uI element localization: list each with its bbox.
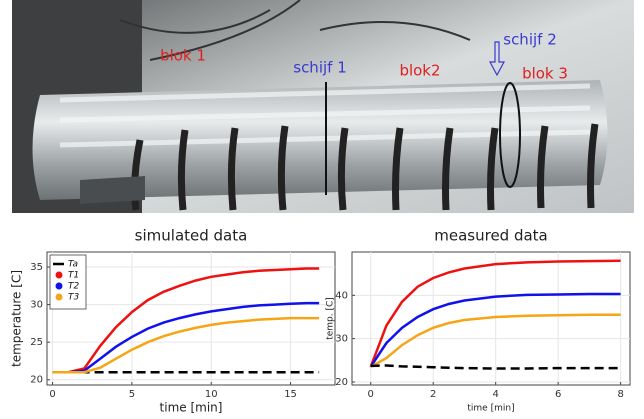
chart-title: simulated data (135, 227, 248, 245)
legend-label: Ta (68, 260, 78, 270)
bracket (80, 176, 145, 204)
x-tick-label: 2 (430, 389, 436, 400)
series-line (52, 267, 320, 374)
legend-label: T1 (68, 271, 79, 281)
wires (119, 0, 471, 61)
disc-2 (499, 82, 521, 188)
y-axis-label: temperature [C] (10, 270, 24, 367)
series-line (52, 316, 320, 374)
y-tick-label: 30 (335, 334, 348, 345)
y-tick-label: 40 (335, 290, 348, 301)
x-axis-label: time [min] (160, 401, 223, 415)
x-tick-label: 5 (129, 389, 135, 400)
legend-swatch (55, 282, 63, 290)
x-axis-label: time [min] (467, 404, 514, 414)
photo-label: schijf 2 (503, 31, 557, 49)
series-line (52, 301, 320, 374)
series-line (369, 259, 621, 368)
photo-label: blok 1 (160, 47, 206, 65)
y-tick-label: 35 (30, 262, 43, 273)
x-tick-label: 10 (205, 389, 218, 400)
x-tick-label: 0 (368, 389, 374, 400)
legend-swatch (55, 271, 63, 279)
y-tick-label: 20 (30, 375, 43, 386)
x-tick-label: 8 (617, 389, 623, 400)
photo-label: schijf 1 (293, 59, 347, 77)
y-tick-label: 20 (335, 377, 348, 388)
x-tick-label: 4 (492, 389, 498, 400)
y-axis-label: temp. [C] (326, 297, 336, 340)
arrow (488, 41, 506, 77)
chart-title: measured data (434, 227, 548, 245)
x-tick-label: 15 (284, 389, 297, 400)
legend-label: T3 (68, 293, 79, 303)
x-tick-label: 6 (555, 389, 561, 400)
legend-swatch (55, 293, 63, 301)
series-line (369, 292, 621, 368)
series-line (370, 313, 621, 368)
photo (12, 0, 634, 213)
y-tick-label: 30 (30, 300, 43, 311)
photo-label: blok 3 (522, 65, 568, 83)
series-line (370, 364, 621, 370)
x-tick-label: 0 (49, 389, 55, 400)
legend-label: T2 (68, 282, 79, 292)
photo-label: blok2 (399, 62, 440, 80)
y-tick-label: 25 (30, 337, 43, 348)
